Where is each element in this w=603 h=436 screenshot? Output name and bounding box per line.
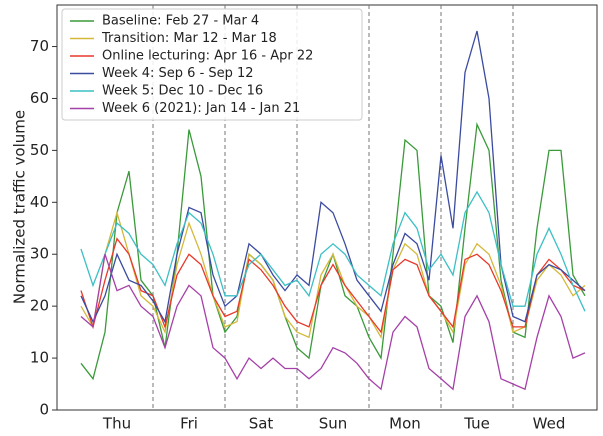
x-tick-label: Thu [102, 415, 131, 433]
series-line [80, 253, 586, 391]
y-tick-label: 40 [30, 193, 49, 211]
y-axis-label: Normalized traffic volume [11, 110, 29, 304]
legend-label: Week 5: Dec 10 - Dec 16 [102, 84, 263, 99]
y-tick-label: 0 [39, 401, 49, 419]
y-tick-label: 70 [30, 37, 49, 55]
x-tick-label: Sat [249, 415, 274, 433]
series-line [80, 237, 586, 334]
legend-box [61, 8, 363, 121]
legend-label: Transition: Mar 12 - Mar 18 [101, 31, 277, 46]
series-line [80, 190, 586, 312]
x-tick-label: Tue [463, 415, 490, 433]
y-tick-label: 50 [30, 141, 49, 159]
y-tick-label: 10 [30, 349, 49, 367]
legend-label: Week 4: Sep 6 - Sep 12 [102, 66, 254, 81]
y-tick-label: 30 [30, 245, 49, 263]
plot-frame [56, 4, 598, 411]
legend: Baseline: Feb 27 - Mar 4 Transition: Mar … [61, 8, 363, 121]
x-tick-label: Fri [180, 415, 198, 433]
x-tick-label: Wed [533, 415, 566, 433]
y-tick-label: 60 [30, 89, 49, 107]
legend-label: Baseline: Feb 27 - Mar 4 [102, 14, 259, 29]
x-tick-label: Sun [319, 415, 348, 433]
x-tick-label: Mon [389, 415, 421, 433]
series-line [80, 210, 586, 340]
series-line [80, 122, 586, 381]
legend-label: Week 6 (2021): Jan 14 - Jan 21 [102, 101, 300, 116]
y-tick-label: 20 [30, 297, 49, 315]
legend-label: Online lecturing: Apr 16 - Apr 22 [102, 49, 313, 64]
